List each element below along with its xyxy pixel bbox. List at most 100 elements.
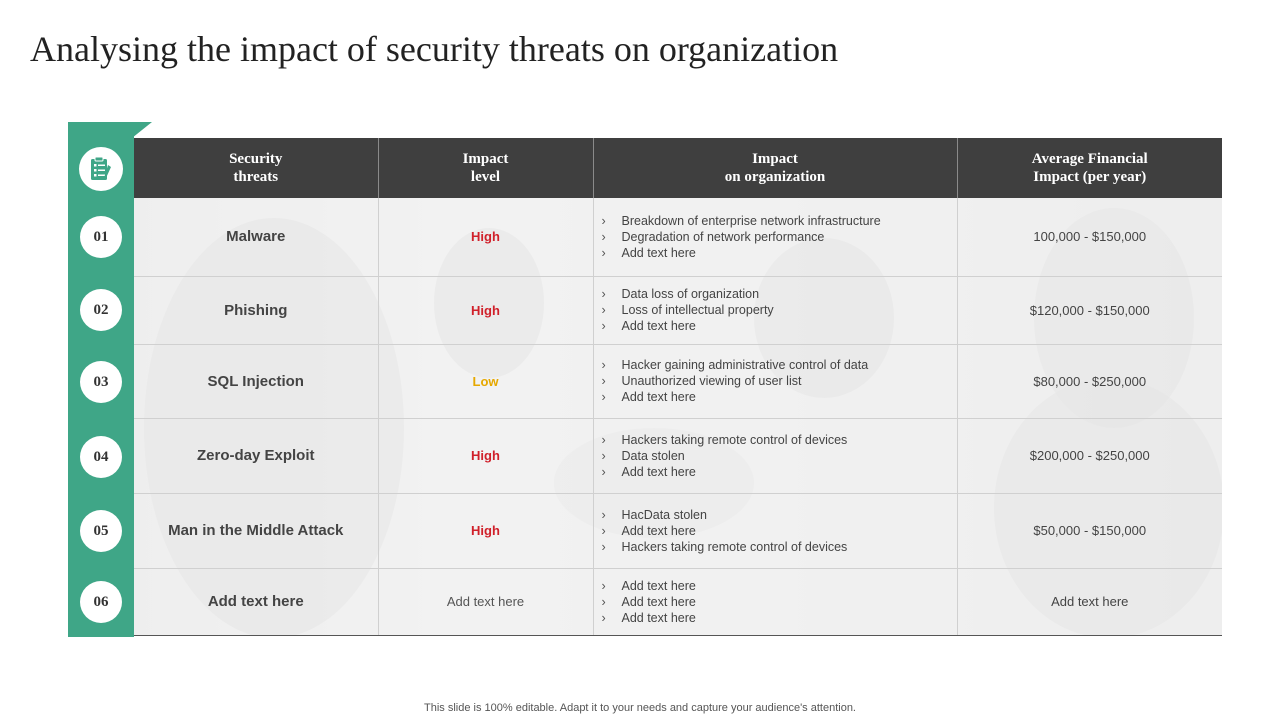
chevron-right-icon: › xyxy=(601,303,606,317)
table-header-row: Security threats Impact level Impact on org… xyxy=(134,138,1222,198)
row-number-badge: 01 xyxy=(80,216,122,258)
header-impact-level: Impact level xyxy=(378,138,594,198)
row-number-badge: 06 xyxy=(80,581,122,623)
impact-level: Add text here xyxy=(446,594,525,609)
impact-level: High xyxy=(471,448,500,463)
table-row: Malware High › Breakdown of enterprise ne… xyxy=(134,198,1222,277)
threat-cell: Man in the Middle Attack xyxy=(134,493,379,569)
amount-cell: $50,000 - $150,000 xyxy=(957,493,1222,569)
chevron-right-icon: › xyxy=(601,213,606,228)
page-title: Analysing the impact of security threats… xyxy=(30,29,839,69)
threat-name: Man in the Middle Attack xyxy=(168,522,344,539)
header-security-threats: Security threats xyxy=(134,138,379,198)
list-item: › Hackers taking remote control of device… xyxy=(601,432,848,447)
footer-note: This slide is 100% editable. Adapt it to… xyxy=(424,702,856,714)
table-row: Man in the Middle Attack High › HacData s… xyxy=(134,493,1222,569)
list-item: › Hacker gaining administrative control o… xyxy=(601,358,869,372)
threat-name: Phishing xyxy=(224,301,288,319)
financial-impact: 100,000 - $150,000 xyxy=(1033,229,1147,245)
impact-cell: › HacData stolen › Add text here › Hackers … xyxy=(593,493,958,569)
chevron-right-icon: › xyxy=(601,578,606,593)
list-item: › Add text here xyxy=(601,610,696,625)
list-item: › Add text here xyxy=(601,390,696,404)
table-row: Add text here Add text here › Add text he… xyxy=(134,568,1222,636)
chevron-right-icon: › xyxy=(601,245,606,260)
list-item: › Loss of intellectual property xyxy=(601,303,774,317)
list-item: › Add text here xyxy=(601,245,696,260)
amount-cell: $200,000 - $250,000 xyxy=(957,418,1222,494)
list-item: › Breakdown of enterprise network infrast… xyxy=(601,213,881,228)
amount-cell: 100,000 - $150,000 xyxy=(957,198,1222,277)
chevron-right-icon: › xyxy=(601,390,606,404)
table-row: Zero-day Exploit High › Hackers taking re… xyxy=(134,418,1222,494)
row-number-badge: 04 xyxy=(80,436,122,478)
impact-level: High xyxy=(471,229,500,245)
list-item: › Add text here xyxy=(601,464,696,479)
row-number-badge: 03 xyxy=(80,361,122,403)
chevron-right-icon: › xyxy=(601,539,606,554)
list-item: › Unauthorized viewing of user list xyxy=(601,374,802,388)
impact-level-cell: Add text here xyxy=(378,568,594,636)
impact-level-cell: High xyxy=(378,276,594,345)
threat-cell: Phishing xyxy=(134,276,379,345)
impact-level-cell: High xyxy=(378,493,594,569)
chevron-right-icon: › xyxy=(601,523,606,538)
chevron-right-icon: › xyxy=(601,229,606,244)
amount-cell: $120,000 - $150,000 xyxy=(957,276,1222,345)
impact-cell: › Breakdown of enterprise network infrast… xyxy=(593,198,958,277)
threat-cell: SQL Injection xyxy=(134,344,379,419)
row-number-badge: 05 xyxy=(80,510,122,552)
side-rail-tab xyxy=(132,122,152,138)
impact-level-cell: High xyxy=(378,418,594,494)
impact-cell: › Hacker gaining administrative control o… xyxy=(593,344,958,419)
chevron-right-icon: › xyxy=(601,287,606,301)
chevron-right-icon: › xyxy=(601,374,606,388)
list-item: › Data stolen xyxy=(601,448,685,463)
financial-impact: $120,000 - $150,000 xyxy=(1029,302,1150,318)
list-item: › Degradation of network performance xyxy=(601,229,825,244)
list-item: › Add text here xyxy=(601,523,696,538)
chevron-right-icon: › xyxy=(601,464,606,479)
list-item: › Add text here xyxy=(601,594,696,609)
threat-name: Zero-day Exploit xyxy=(196,447,315,464)
impact-cell: › Hackers taking remote control of device… xyxy=(593,418,958,494)
financial-impact: $50,000 - $150,000 xyxy=(1033,523,1147,538)
financial-impact: Add text here xyxy=(1051,594,1129,609)
impact-level: Low xyxy=(472,373,499,389)
header-impact-on-organization: Impact on organization xyxy=(593,138,958,198)
chevron-right-icon: › xyxy=(601,448,606,463)
list-item: › Data loss of organization xyxy=(601,287,760,301)
clipboard-checklist-icon xyxy=(79,147,123,191)
threat-cell: Zero-day Exploit xyxy=(134,418,379,494)
threat-name: Malware xyxy=(226,228,286,246)
threats-table: Security threats Impact level Impact on org… xyxy=(134,138,1222,636)
list-item: › Hackers taking remote control of device… xyxy=(601,539,848,554)
chevron-right-icon: › xyxy=(601,319,606,333)
amount-cell: $80,000 - $250,000 xyxy=(957,344,1222,419)
amount-cell: Add text here xyxy=(957,568,1222,636)
chevron-right-icon: › xyxy=(601,432,606,447)
chevron-right-icon: › xyxy=(601,594,606,609)
table-row: Phishing High › Data loss of organization… xyxy=(134,276,1222,345)
list-item: › HacData stolen xyxy=(601,507,707,522)
threat-name: Add text here xyxy=(207,593,304,610)
table-row: SQL Injection Low › Hacker gaining admini… xyxy=(134,344,1222,419)
threat-cell: Malware xyxy=(134,198,379,277)
impact-level: High xyxy=(471,302,500,318)
chevron-right-icon: › xyxy=(601,610,606,625)
chevron-right-icon: › xyxy=(601,507,606,522)
impact-level-cell: Low xyxy=(378,344,594,419)
header-average-financial-impact: Average Financial Impact (per year) xyxy=(957,138,1222,198)
impact-cell: › Add text here › Add text here › Add text … xyxy=(593,568,958,636)
chevron-right-icon: › xyxy=(601,358,606,372)
financial-impact: $200,000 - $250,000 xyxy=(1029,448,1150,463)
list-item: › Add text here xyxy=(601,319,696,333)
row-number-badge: 02 xyxy=(80,289,122,331)
financial-impact: $80,000 - $250,000 xyxy=(1033,373,1147,389)
impact-cell: › Data loss of organization › Loss of inte… xyxy=(593,276,958,345)
impact-level: High xyxy=(471,523,500,538)
list-item: › Add text here xyxy=(601,578,696,593)
impact-level-cell: High xyxy=(378,198,594,277)
threat-name: SQL Injection xyxy=(207,372,304,390)
threat-cell: Add text here xyxy=(134,568,379,636)
